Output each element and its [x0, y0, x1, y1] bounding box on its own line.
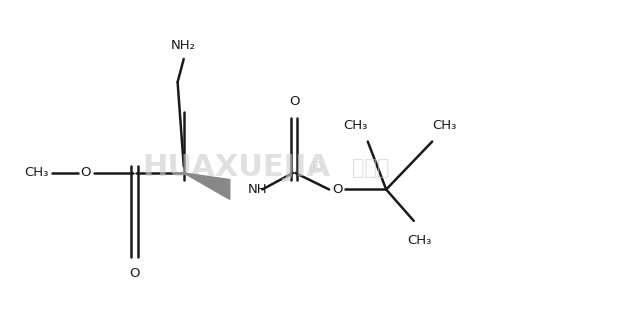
Text: HUAXUEJIA: HUAXUEJIA: [142, 154, 330, 182]
Text: NH₂: NH₂: [171, 39, 196, 52]
Text: O: O: [129, 267, 140, 280]
Text: CH₃: CH₃: [408, 234, 432, 247]
Text: CH₃: CH₃: [432, 119, 457, 131]
Text: O: O: [332, 183, 342, 196]
Text: 化学加: 化学加: [352, 158, 389, 178]
Text: O: O: [289, 95, 300, 109]
Text: ®: ®: [308, 161, 323, 175]
Text: O: O: [80, 166, 91, 179]
Text: CH₃: CH₃: [24, 166, 49, 179]
Text: CH₃: CH₃: [344, 119, 368, 131]
Text: NH: NH: [248, 183, 268, 196]
Polygon shape: [184, 173, 230, 199]
